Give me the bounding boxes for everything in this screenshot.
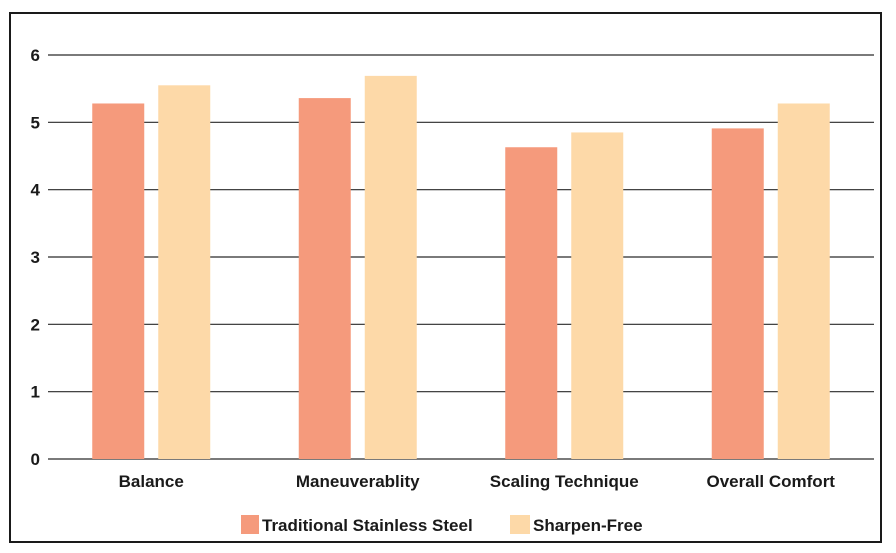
bar-sharpen-free-2 [571, 132, 624, 459]
y-tick-label: 4 [31, 181, 41, 200]
legend-swatch-sharpen-free [510, 515, 530, 534]
bar-sharpen-free-1 [364, 75, 417, 459]
bar-traditional-1 [298, 98, 351, 460]
x-category-label: Balance [119, 472, 184, 491]
legend-label: Traditional Stainless Steel [262, 516, 473, 535]
legend-swatch-traditional [241, 515, 259, 534]
x-axis-labels: Balance Maneuverablity Scaling Technique Ov… [119, 472, 836, 491]
x-category-label: Maneuverablity [296, 472, 420, 491]
x-category-label: Overall Comfort [707, 472, 836, 491]
x-category-label: Scaling Technique [490, 472, 639, 491]
legend-label: Sharpen-Free [533, 516, 643, 535]
bar-sharpen-free-3 [777, 103, 830, 459]
y-tick-label: 5 [31, 113, 40, 132]
y-tick-label: 0 [31, 450, 40, 469]
y-tick-label: 3 [31, 248, 40, 267]
y-tick-label: 6 [31, 46, 40, 65]
bar-sharpen-free-0 [158, 85, 211, 460]
legend: Traditional Stainless Steel Sharpen-Free [241, 515, 643, 535]
bar-traditional-0 [92, 103, 145, 459]
bar-traditional-3 [711, 128, 764, 460]
y-tick-label: 1 [31, 383, 40, 402]
y-axis-ticks: 0 1 2 3 4 5 6 [31, 46, 41, 469]
bar-traditional-2 [505, 147, 558, 459]
bars [92, 75, 830, 460]
y-tick-label: 2 [31, 315, 40, 334]
